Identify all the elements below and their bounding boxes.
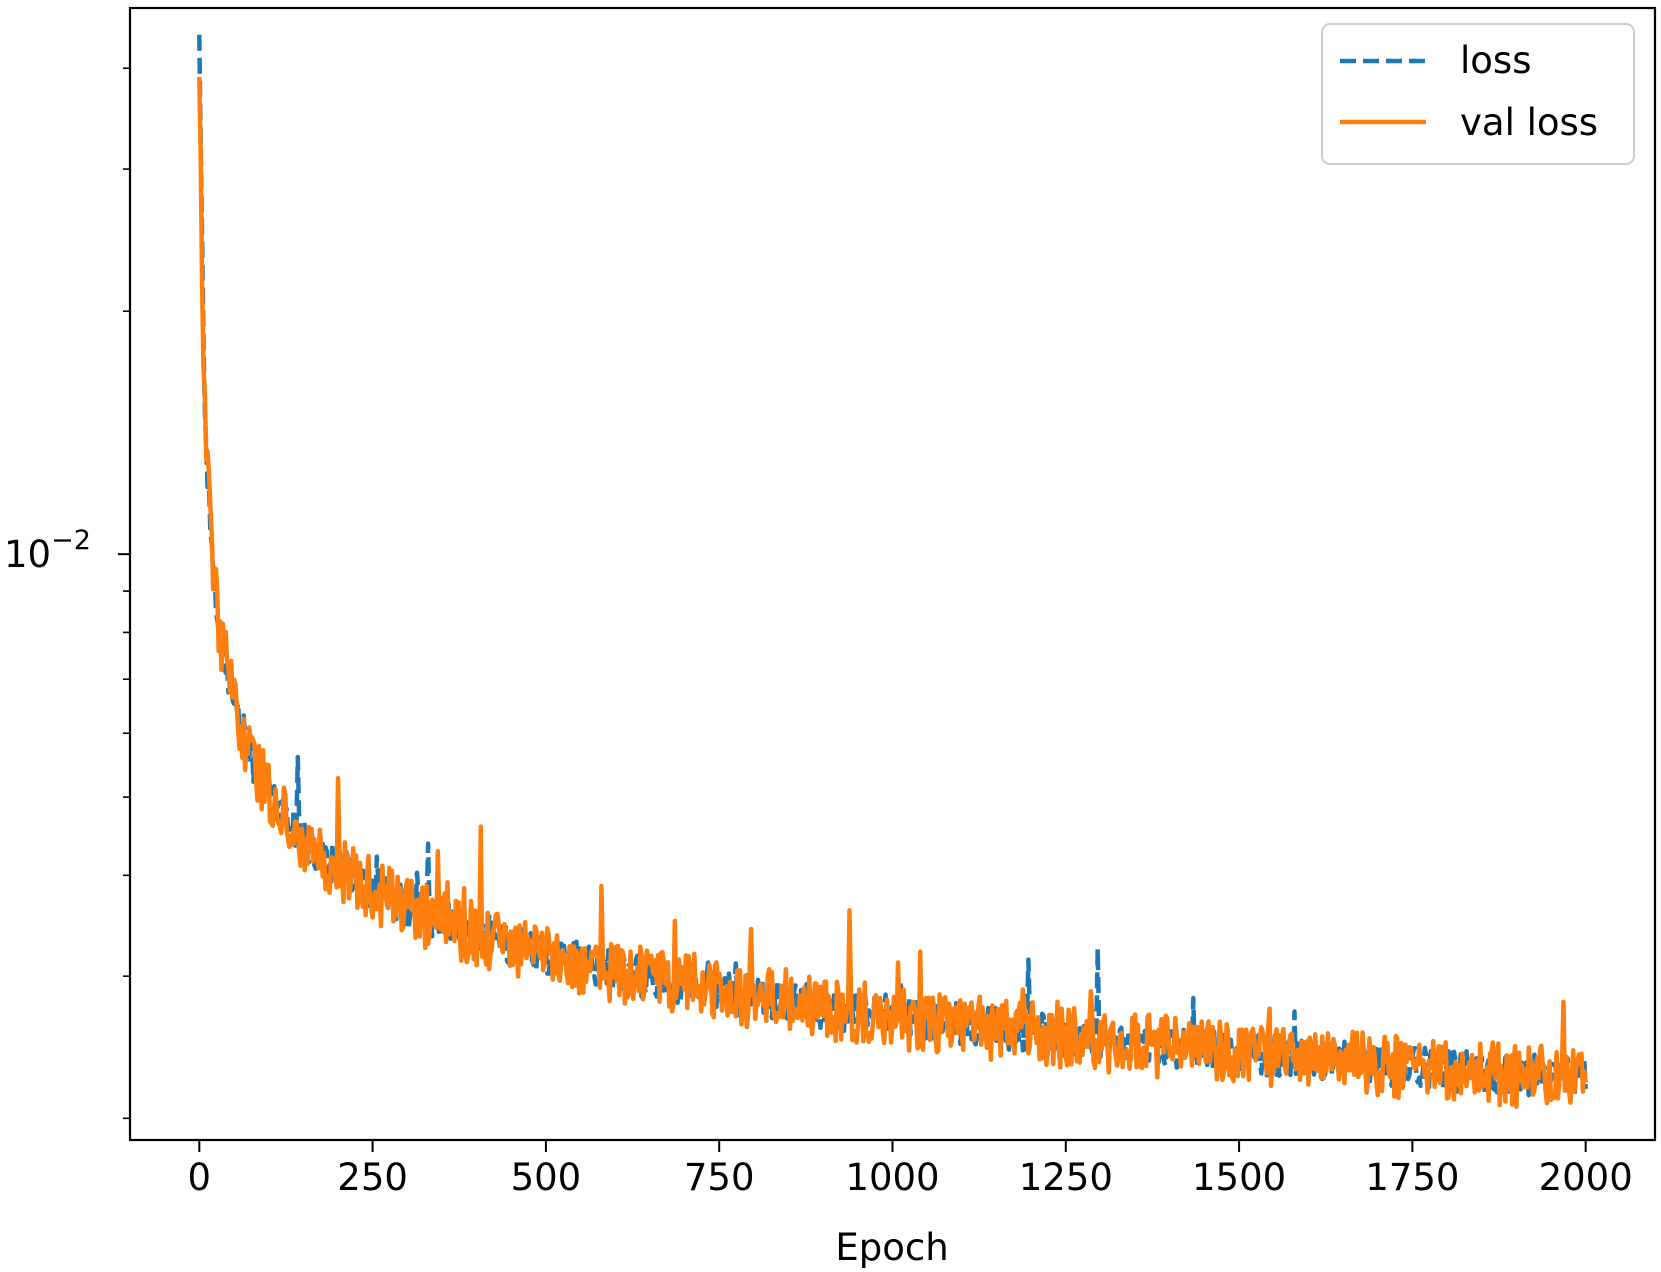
x-tick-label: 1250 (1019, 1156, 1113, 1199)
series-layer (197, 34, 1588, 1109)
series-line-val-loss (197, 77, 1588, 1109)
legend-label-val-loss: val loss (1460, 101, 1598, 144)
legend: loss val loss (1321, 23, 1635, 165)
x-tick-label: 250 (337, 1156, 408, 1199)
x-tick-label: 500 (511, 1156, 582, 1199)
x-tick-label: 750 (684, 1156, 755, 1199)
x-tick-label: 0 (188, 1156, 212, 1199)
legend-label-loss: loss (1460, 39, 1531, 82)
x-tick-label: 1500 (1192, 1156, 1286, 1199)
x-axis-label: Epoch (835, 1226, 948, 1269)
plot-frame (128, 6, 1657, 1142)
x-tick-label: 1750 (1365, 1156, 1459, 1199)
x-tick-label: 2000 (1539, 1156, 1633, 1199)
x-axis: 0 250 500 750 1000 1250 1500 1750 2000 (188, 1140, 1633, 1199)
y-axis: 10−2 (4, 67, 130, 1120)
series-line-loss (197, 34, 1588, 1099)
y-tick-label: 10−2 (4, 525, 91, 576)
x-tick-label: 1000 (845, 1156, 939, 1199)
